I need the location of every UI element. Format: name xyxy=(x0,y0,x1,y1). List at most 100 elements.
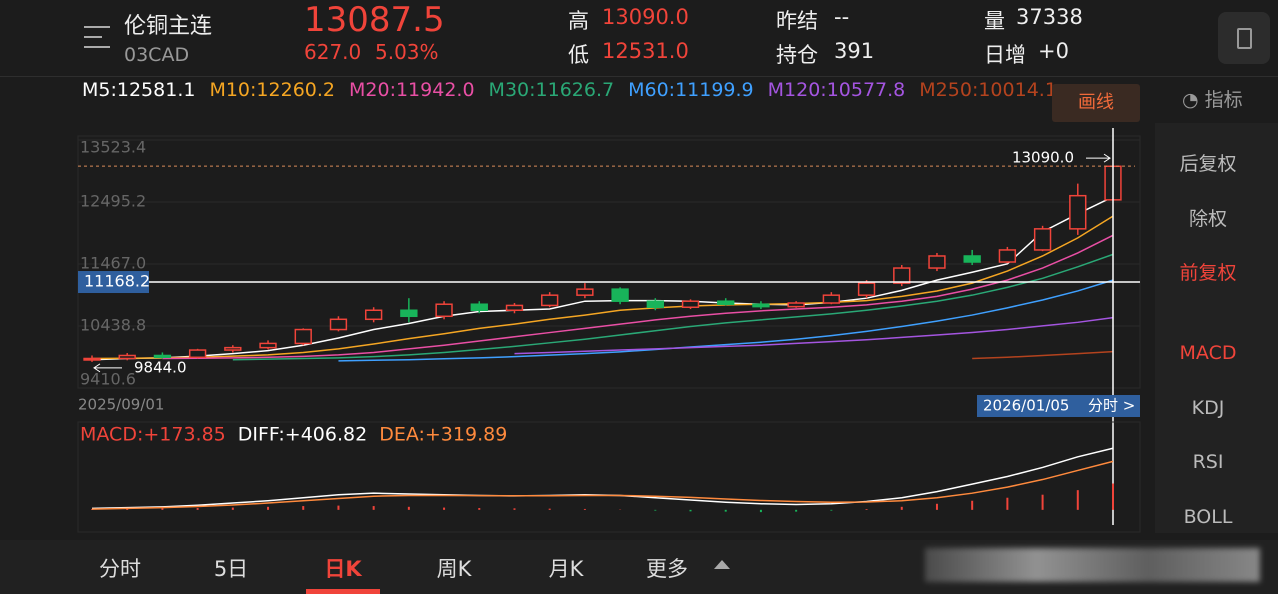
indicator-button[interactable]: ◔ 指标 xyxy=(1182,89,1243,111)
candle-body xyxy=(998,249,1017,263)
watermark xyxy=(925,548,1260,582)
tab-underline xyxy=(306,589,380,594)
divider xyxy=(0,76,1278,77)
x-label: 2025/09/01 xyxy=(78,396,164,414)
ma-legend-item: M5:12581.1 xyxy=(82,79,196,101)
macd-legend: DIFF:+406.82 xyxy=(238,424,367,446)
prev-settle-label: 昨结 xyxy=(776,9,818,33)
low: 12531.0 xyxy=(602,39,689,63)
macd-line xyxy=(91,447,1114,510)
ma-legend-item: M250:10014.1 xyxy=(919,79,1057,101)
candle-body xyxy=(611,288,629,302)
tab[interactable]: 分时 xyxy=(99,557,141,581)
side-item[interactable]: MACD xyxy=(1179,342,1237,364)
y-tick-label: 11467.0 xyxy=(80,254,146,273)
ma-line xyxy=(338,279,1114,362)
tab[interactable]: 周K xyxy=(436,557,472,581)
ma-legend-item: M60:11199.9 xyxy=(628,79,754,101)
daily-inc: +0 xyxy=(1038,39,1069,63)
date-label: 2026/01/05 xyxy=(983,397,1069,415)
side-item[interactable]: 后复权 xyxy=(1179,153,1237,175)
candle-body xyxy=(224,346,242,351)
volume: 37338 xyxy=(1016,5,1083,29)
prev-settle: -- xyxy=(834,5,850,29)
ma-legend-item: M10:12260.2 xyxy=(209,79,335,101)
candle-body xyxy=(576,288,594,296)
low-label: 低 xyxy=(568,43,589,67)
ma-line xyxy=(91,215,1114,360)
time-share-link[interactable]: 分时 > xyxy=(1088,397,1135,415)
candle-body xyxy=(928,255,946,269)
high: 13090.0 xyxy=(602,5,689,29)
side-item[interactable]: RSI xyxy=(1192,451,1224,473)
price: 13087.5 xyxy=(304,0,445,40)
change: 627.0 xyxy=(304,40,362,64)
candle-body xyxy=(681,300,700,308)
y-tick-label: 10438.8 xyxy=(80,316,146,335)
candle-body xyxy=(400,309,418,318)
ma-legend-item: M30:11626.7 xyxy=(488,79,615,101)
tab[interactable]: 月K xyxy=(548,557,584,581)
candle-body xyxy=(364,309,383,321)
candle-body xyxy=(153,354,172,359)
candle-body xyxy=(505,304,524,311)
last-price-label: 13090.0 xyxy=(1012,149,1074,167)
candle-body xyxy=(329,318,348,331)
crosshair-label-bg xyxy=(78,271,149,294)
ma-legend-item: M20:11942.0 xyxy=(349,79,475,101)
macd-legend: MACD:+173.85 xyxy=(80,424,226,446)
ma-line xyxy=(232,253,1114,361)
oi-label: 持仓 xyxy=(776,43,818,67)
candle-body xyxy=(83,357,101,361)
low-label: 9844.0 xyxy=(134,358,187,376)
candle-body xyxy=(822,294,841,304)
change-pct: 5.03% xyxy=(375,40,439,64)
candle-body xyxy=(541,294,559,307)
macd-frame xyxy=(77,421,1141,533)
macd-line xyxy=(91,460,1114,510)
arrow xyxy=(93,363,122,373)
candle-body xyxy=(646,300,664,308)
candle-body xyxy=(1033,228,1052,251)
draw-button[interactable]: 画线 xyxy=(1052,84,1140,122)
side-item[interactable]: KDJ xyxy=(1191,397,1225,419)
candle-body xyxy=(118,354,136,360)
tab[interactable]: 5日 xyxy=(213,557,249,581)
candle-body xyxy=(752,303,770,308)
device-button[interactable] xyxy=(1218,12,1270,64)
daily-inc-label: 日增 xyxy=(984,43,1026,67)
high-label: 高 xyxy=(568,9,589,33)
chart: 13523.4 12495.2 11467.0 10438.8 9410.6 13090.… xyxy=(77,128,1141,533)
ma-legend-item: M120:10577.8 xyxy=(767,79,906,101)
contract-code: 03CAD xyxy=(124,44,190,66)
side-item[interactable]: 除权 xyxy=(1188,208,1227,230)
volume-label: 量 xyxy=(984,9,1005,33)
menu-icon[interactable] xyxy=(84,26,110,48)
y-tick-label: 13523.4 xyxy=(80,138,146,157)
ma-line xyxy=(162,234,1114,360)
ma-line xyxy=(972,350,1114,360)
ma-line xyxy=(514,316,1114,355)
candle-body xyxy=(857,282,876,296)
tab[interactable]: 更多 xyxy=(646,557,688,581)
candle-body xyxy=(188,349,207,359)
more-caret xyxy=(714,560,730,569)
arrow xyxy=(1086,153,1111,163)
y-tick-label: 9410.6 xyxy=(80,370,136,389)
side-item[interactable]: BOLL xyxy=(1183,506,1233,528)
candle-body xyxy=(893,267,911,284)
candle-body xyxy=(294,328,312,345)
tab[interactable]: 日K xyxy=(324,557,362,581)
side-item[interactable]: 前复权 xyxy=(1179,262,1237,284)
candle-body xyxy=(259,342,277,349)
macd-legend: DEA:+319.89 xyxy=(379,424,507,446)
candle-body xyxy=(470,303,488,311)
candle-body xyxy=(717,300,735,305)
ma-line xyxy=(91,196,1114,361)
oi: 391 xyxy=(834,39,875,63)
ma-legend: M5:12581.1 M10:12260.2 M20:11942.0 M30:1162… xyxy=(82,77,1057,104)
candle-body xyxy=(787,302,805,308)
y-tick-label: 12495.2 xyxy=(80,192,146,211)
indicator-label: 指标 xyxy=(1204,89,1243,111)
crosshair-label: 11168.2 xyxy=(84,272,150,291)
